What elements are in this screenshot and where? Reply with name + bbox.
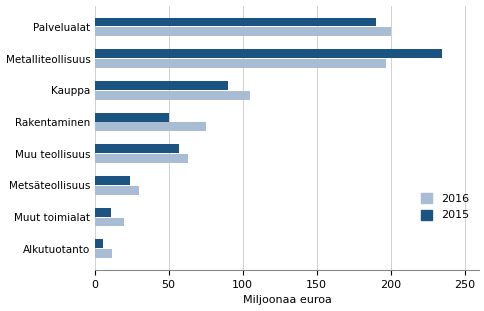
Bar bbox=[94, 144, 179, 153]
Bar bbox=[94, 208, 111, 217]
Bar bbox=[94, 176, 130, 185]
Bar bbox=[94, 59, 385, 68]
Bar bbox=[94, 81, 227, 90]
Bar bbox=[94, 249, 112, 258]
Bar bbox=[94, 186, 139, 195]
Bar bbox=[94, 49, 441, 58]
Bar bbox=[94, 27, 390, 36]
Bar bbox=[94, 113, 168, 122]
Bar bbox=[94, 239, 103, 248]
Bar bbox=[94, 123, 205, 131]
Bar bbox=[94, 154, 187, 163]
Bar bbox=[94, 91, 249, 100]
Bar bbox=[94, 18, 375, 26]
X-axis label: Miljoonaa euroa: Miljoonaa euroa bbox=[242, 295, 331, 305]
Bar bbox=[94, 218, 124, 226]
Legend: 2016, 2015: 2016, 2015 bbox=[416, 189, 473, 225]
